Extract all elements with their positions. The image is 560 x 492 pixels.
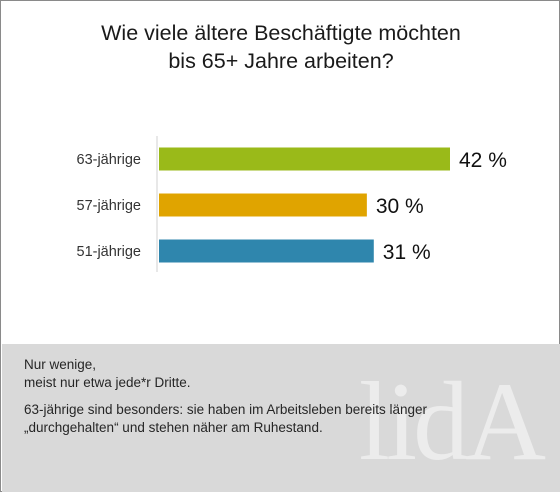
bar-chart: 63-jährige 42 % 57-jährige 30 % 51-jährige 31… [77,136,507,272]
chart-title: Wie viele ältere Beschäftigte möchten bi… [1,19,560,75]
bar [159,239,374,263]
footer-text: Nur wenige, meist nur etwa jede*r Dritte… [24,356,544,437]
footer-line-1: Nur wenige, [24,357,97,372]
chart-title-line-2: bis 65+ Jahre arbeiten? [168,49,394,73]
chart-title-line-1: Wie viele ältere Beschäftigte möchten [101,21,461,45]
data-label: 30 % [376,195,424,218]
bar [159,193,367,217]
category-label: 63-jährige [77,152,142,168]
footer-line-3: 63-jährige sind besonders: sie haben im … [24,402,427,417]
lida-logo-watermark: lidA [358,360,546,484]
footer-panel: lidA Nur wenige, meist nur etwa jede*r D… [2,344,560,492]
footer-line-4: „durchgehalten“ und stehen näher am Ruhe… [24,420,323,435]
data-label: 31 % [383,241,431,264]
footer-line-2: meist nur etwa jede*r Dritte. [24,375,191,390]
bar [159,147,450,171]
category-label: 51-jährige [77,244,142,260]
data-label: 42 % [459,149,507,172]
category-label: 57-jährige [77,198,142,214]
